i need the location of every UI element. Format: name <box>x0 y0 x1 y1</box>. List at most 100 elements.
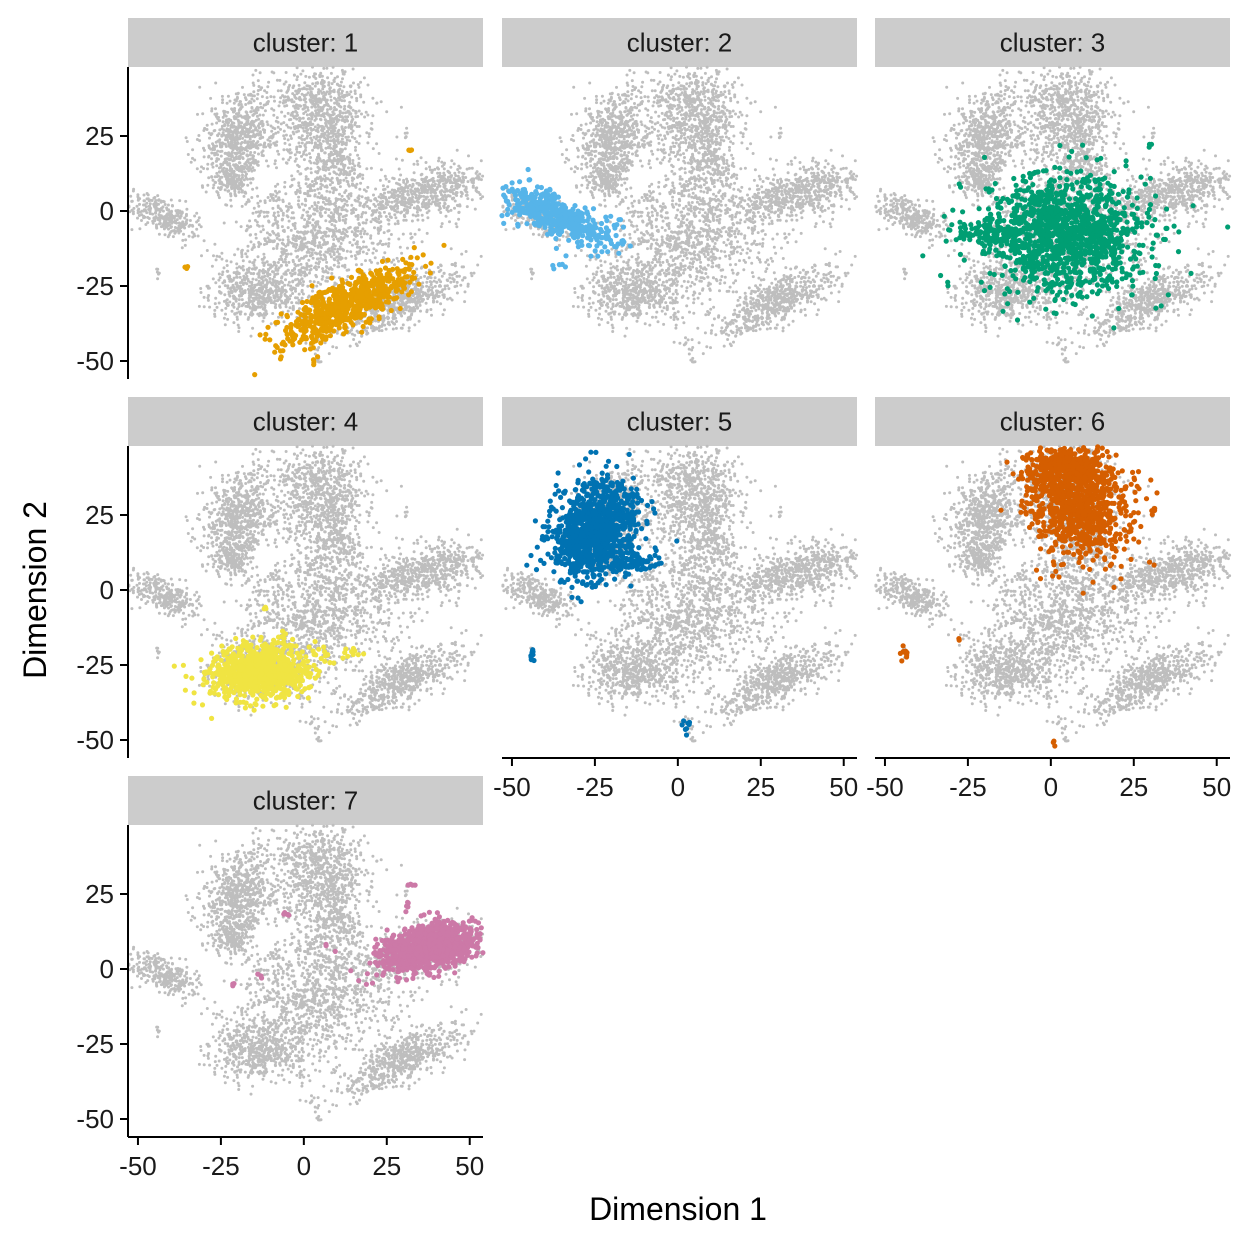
background-point <box>277 211 280 214</box>
background-point <box>345 177 348 180</box>
background-point <box>403 187 406 190</box>
background-point <box>229 165 232 168</box>
background-point <box>336 162 339 165</box>
background-point <box>269 199 272 202</box>
background-point <box>344 70 347 73</box>
background-point <box>214 281 217 284</box>
background-point <box>464 290 467 293</box>
background-point <box>387 223 390 226</box>
background-point <box>341 208 344 211</box>
background-point <box>173 217 176 220</box>
background-point <box>231 304 234 307</box>
background-point <box>236 164 239 167</box>
background-point <box>363 203 366 206</box>
cluster-point <box>309 283 314 288</box>
background-point <box>232 279 235 282</box>
background-point <box>437 168 440 171</box>
background-point <box>305 211 308 214</box>
background-point <box>307 178 310 181</box>
background-point <box>475 187 478 190</box>
background-point <box>400 252 403 255</box>
background-point <box>314 109 317 112</box>
background-point <box>372 252 375 255</box>
background-point <box>309 113 312 116</box>
background-point <box>299 73 302 76</box>
background-point <box>341 128 344 131</box>
background-point <box>238 311 241 314</box>
background-point <box>251 154 254 157</box>
background-point <box>252 278 255 281</box>
background-point <box>268 280 271 283</box>
background-point <box>385 178 388 181</box>
background-point <box>313 189 316 192</box>
background-point <box>246 153 249 156</box>
background-point <box>360 247 363 250</box>
background-point <box>382 319 385 322</box>
background-point <box>444 194 447 197</box>
background-point <box>320 75 323 78</box>
background-point <box>262 114 265 117</box>
background-point <box>317 140 320 143</box>
background-point <box>291 211 294 214</box>
background-point <box>245 98 248 101</box>
background-point <box>318 241 321 244</box>
background-point <box>316 176 319 179</box>
background-point <box>245 276 248 279</box>
background-point <box>318 111 321 114</box>
background-point <box>246 268 249 271</box>
background-point <box>421 219 424 222</box>
background-point <box>301 266 304 269</box>
background-point <box>266 290 269 293</box>
background-point <box>283 186 286 189</box>
background-point <box>280 111 283 114</box>
background-point <box>370 220 373 223</box>
background-point <box>361 177 364 180</box>
background-point <box>226 157 229 160</box>
background-point <box>283 137 286 140</box>
background-point <box>207 156 210 159</box>
background-point <box>199 170 202 173</box>
background-point <box>349 153 352 156</box>
background-point <box>321 79 324 82</box>
background-point <box>439 280 442 283</box>
background-point <box>320 118 323 121</box>
background-point <box>210 107 213 110</box>
background-point <box>455 225 458 228</box>
background-point <box>272 214 275 217</box>
background-point <box>450 159 453 162</box>
background-point <box>388 238 391 241</box>
background-point <box>315 275 318 278</box>
background-point <box>291 184 294 187</box>
background-point <box>309 167 312 170</box>
background-point <box>276 183 279 186</box>
background-point <box>251 188 254 191</box>
background-point <box>317 266 320 269</box>
background-point <box>309 127 312 130</box>
background-point <box>282 134 285 137</box>
background-point <box>303 107 306 110</box>
background-point <box>249 225 252 228</box>
background-point <box>285 91 288 94</box>
background-point <box>256 140 259 143</box>
background-point <box>248 123 251 126</box>
background-point <box>346 230 349 233</box>
background-point <box>277 205 280 208</box>
background-point <box>272 71 275 74</box>
background-point <box>355 200 358 203</box>
background-point <box>303 130 306 133</box>
background-point <box>223 266 226 269</box>
background-point <box>232 284 235 287</box>
background-point <box>217 179 220 182</box>
background-point <box>455 182 458 185</box>
background-point <box>419 209 422 212</box>
background-point <box>419 310 422 313</box>
background-point <box>413 206 416 209</box>
background-point <box>233 253 236 256</box>
background-point <box>312 243 315 246</box>
background-point <box>378 152 381 155</box>
background-point <box>299 231 302 234</box>
background-point <box>336 120 339 123</box>
background-point <box>365 190 368 193</box>
background-point <box>311 87 314 90</box>
background-point <box>327 235 330 238</box>
